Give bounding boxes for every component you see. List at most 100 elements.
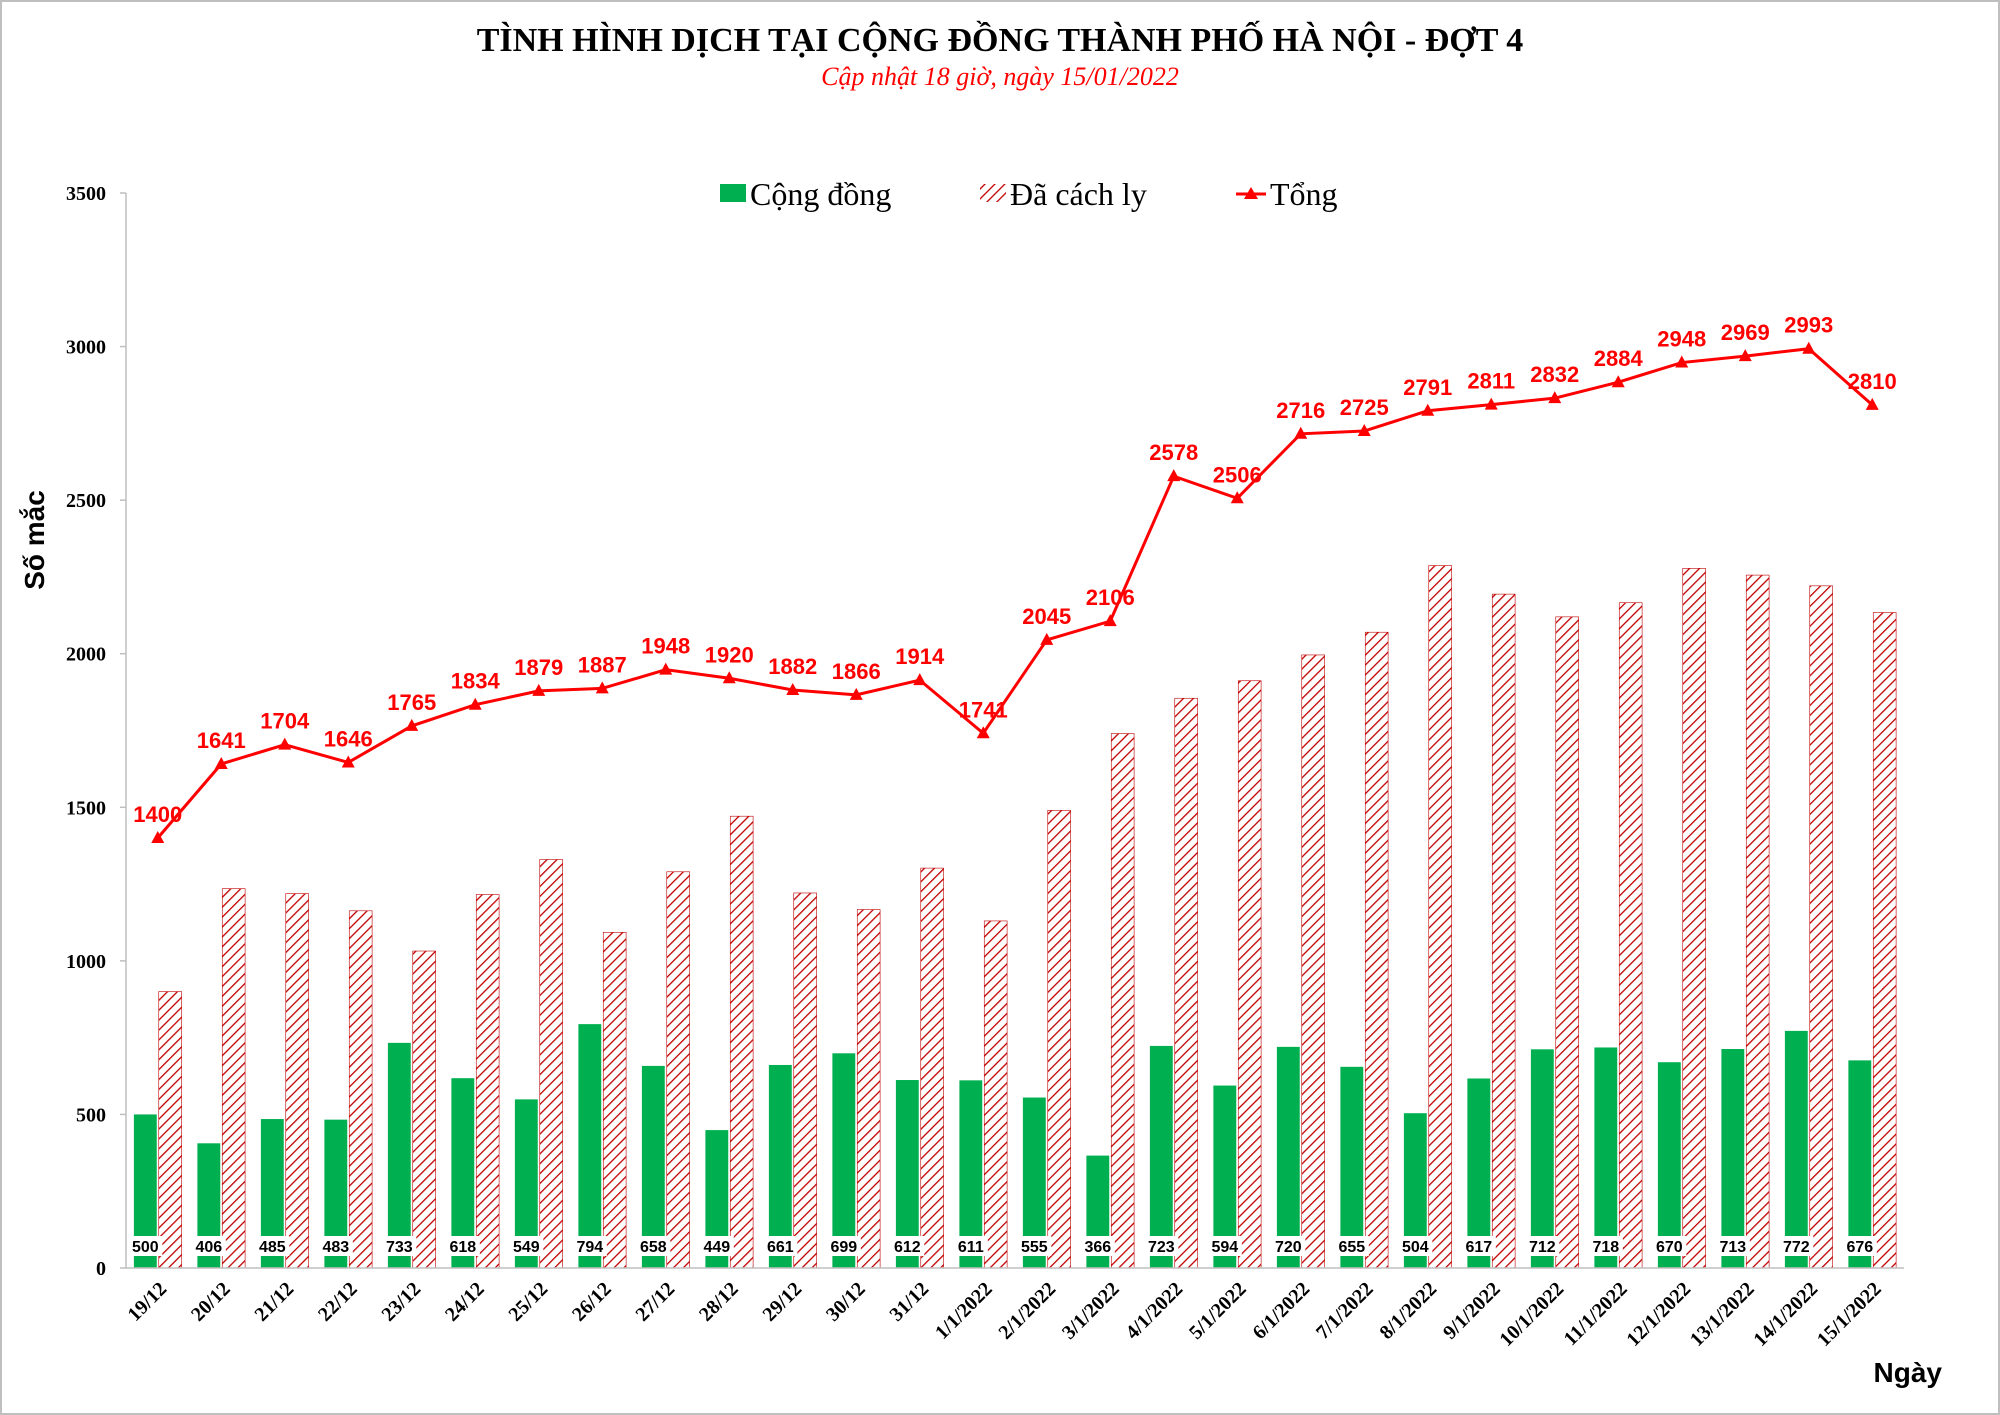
- community-value-label: 658: [640, 1239, 667, 1256]
- total-marker: [1294, 426, 1308, 439]
- total-marker: [1802, 341, 1816, 354]
- total-marker: [659, 662, 673, 675]
- y-tick-label: 3500: [66, 183, 106, 205]
- total-marker: [786, 682, 800, 695]
- quarantined-bar: [793, 892, 817, 1269]
- community-value-bg: [1652, 1236, 1687, 1256]
- x-tick-label: 15/1/2022: [1813, 1278, 1886, 1351]
- x-tick-label: 2/1/2022: [994, 1278, 1060, 1344]
- community-value-label: 733: [386, 1239, 413, 1256]
- quarantined-bars: [158, 565, 1897, 1269]
- total-marker: [849, 687, 863, 700]
- community-value-bg: [191, 1236, 226, 1256]
- y-tick-label: 1000: [66, 951, 106, 973]
- community-value-label: 617: [1465, 1239, 1492, 1256]
- x-tick-label: 21/12: [251, 1278, 299, 1326]
- community-value-label: 720: [1275, 1239, 1302, 1256]
- quarantined-bar: [1491, 593, 1516, 1269]
- legend-label-community: Cộng đồng: [750, 176, 891, 212]
- total-marker: [1103, 614, 1117, 627]
- community-value-bg: [1715, 1236, 1750, 1256]
- community-value-bg: [128, 1236, 163, 1256]
- x-tick-label: 11/1/2022: [1560, 1278, 1632, 1350]
- community-value-bg: [1779, 1236, 1814, 1256]
- community-bar: [832, 1053, 856, 1268]
- community-bar: [641, 1065, 665, 1268]
- quarantined-bar: [1745, 574, 1770, 1269]
- y-tick-label: 500: [76, 1104, 106, 1126]
- x-tick-label: 3/1/2022: [1058, 1278, 1124, 1344]
- quarantined-bar: [856, 909, 881, 1269]
- quarantined-bar: [1301, 654, 1325, 1269]
- x-tick-label: 27/12: [632, 1278, 680, 1326]
- community-bar: [451, 1078, 475, 1268]
- total-value-label: 1887: [578, 652, 627, 677]
- community-value-bg: [826, 1236, 861, 1256]
- quarantined-bar: [666, 871, 690, 1269]
- quarantined-bar: [158, 991, 182, 1269]
- community-bar: [1657, 1062, 1681, 1268]
- total-value-label: 2993: [1784, 313, 1833, 338]
- y-axis-title: Số mắc: [19, 490, 50, 590]
- total-marker: [532, 683, 546, 696]
- x-tick-label: 4/1/2022: [1121, 1278, 1187, 1344]
- community-value-bg: [699, 1236, 734, 1256]
- community-value-label: 713: [1719, 1239, 1746, 1256]
- total-value-label: 2791: [1403, 375, 1452, 400]
- total-value-label: 1400: [133, 802, 182, 827]
- community-bar: [1022, 1097, 1046, 1268]
- community-bar: [895, 1080, 919, 1268]
- quarantined-bar: [539, 859, 563, 1269]
- total-value-label: 1948: [641, 634, 690, 659]
- total-marker: [1230, 491, 1244, 504]
- y-tick-label: 0: [96, 1258, 106, 1280]
- total-value-label: 1834: [451, 669, 501, 694]
- x-tick-label: 31/12: [886, 1278, 934, 1326]
- total-marker: [1484, 397, 1498, 410]
- community-value-bg: [318, 1236, 353, 1256]
- community-value-bg: [1842, 1236, 1877, 1256]
- total-value-label: 2811: [1467, 369, 1515, 394]
- community-value-bg: [1271, 1236, 1306, 1256]
- community-value-bg: [572, 1236, 607, 1256]
- total-marker: [1357, 424, 1371, 437]
- total-marker: [1865, 397, 1879, 410]
- legend-marker-total: [1244, 187, 1258, 199]
- x-axis: 19/12 20/12 21/12 22/12 23/12 24/12 25/12 26/12…: [124, 1267, 1904, 1351]
- total-value-label: 2578: [1149, 440, 1198, 465]
- community-bar: [514, 1099, 538, 1268]
- x-tick-label: 14/1/2022: [1749, 1278, 1822, 1351]
- community-value-label: 676: [1846, 1239, 1873, 1256]
- quarantined-bar: [1047, 810, 1071, 1269]
- community-bar: [324, 1119, 348, 1268]
- total-value-label: 2969: [1721, 320, 1770, 345]
- community-bar: [1594, 1047, 1618, 1268]
- total-marker: [341, 755, 355, 768]
- community-value-label: 723: [1148, 1239, 1175, 1256]
- total-marker: [468, 697, 482, 710]
- x-tick-label: 28/12: [695, 1278, 743, 1326]
- quarantined-bar: [1682, 568, 1706, 1269]
- community-value-label: 485: [259, 1239, 286, 1256]
- community-value-bg: [1144, 1236, 1179, 1256]
- community-value-label: 366: [1084, 1239, 1111, 1256]
- y-axis: 0 500 1000 1500 2000 2500 3000 3500: [66, 183, 127, 1280]
- quarantined-bar: [412, 950, 436, 1269]
- community-value-bg: [890, 1236, 925, 1256]
- x-tick-label: 30/12: [822, 1278, 870, 1326]
- quarantined-bar: [1110, 733, 1135, 1269]
- community-value-bg: [445, 1236, 480, 1256]
- total-value-label: 1704: [260, 709, 310, 734]
- total-value-label: 1914: [895, 644, 945, 669]
- x-tick-label: 8/1/2022: [1375, 1278, 1441, 1344]
- x-tick-label: 12/1/2022: [1622, 1278, 1695, 1351]
- community-bar: [387, 1042, 411, 1268]
- y-tick-label: 3000: [66, 337, 106, 359]
- legend-label-quarantined: Đã cách ly: [1010, 176, 1147, 212]
- community-value-label: 500: [132, 1239, 159, 1256]
- total-marker: [1421, 403, 1435, 416]
- x-tick-label: 9/1/2022: [1439, 1278, 1505, 1344]
- quarantined-bar: [920, 867, 944, 1269]
- x-tick-label: 5/1/2022: [1185, 1278, 1251, 1344]
- community-value-label: 555: [1021, 1239, 1048, 1256]
